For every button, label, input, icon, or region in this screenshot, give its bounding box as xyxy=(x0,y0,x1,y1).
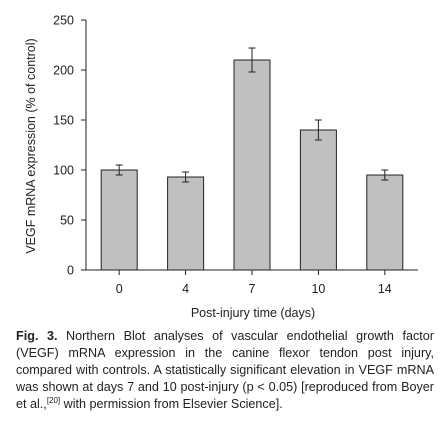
caption-text-2: with permission from Elsevier Science]. xyxy=(60,397,283,411)
figure-caption: Fig. 3. Northern Blot analyses of vascul… xyxy=(16,328,434,413)
x-tick-label: 7 xyxy=(249,282,256,296)
caption-text-1: Northern Blot analyses of vascular endot… xyxy=(16,329,434,411)
x-tick-label: 0 xyxy=(116,282,123,296)
bar-day-7 xyxy=(233,59,271,271)
bar-day-4 xyxy=(167,176,205,271)
bar-day-14 xyxy=(366,174,404,271)
x-tick-label: 4 xyxy=(182,282,189,296)
y-tick-label: 50 xyxy=(60,214,74,228)
bar-day-10 xyxy=(299,129,337,271)
x-axis-title: Post-injury time (days) xyxy=(191,306,315,320)
y-tick-label: 100 xyxy=(53,164,74,178)
error-bars xyxy=(115,47,389,183)
x-tick-label: 14 xyxy=(378,282,392,296)
citation-ref: [20] xyxy=(46,395,61,405)
y-axis-title: VEGF mRNA expression (% of control) xyxy=(24,38,38,253)
y-tick-label: 0 xyxy=(67,264,74,278)
figure-label: Fig. 3. xyxy=(16,329,58,343)
x-axis-ticks: 0 4 7 10 14 xyxy=(116,270,392,296)
bar-day-0 xyxy=(100,169,138,271)
y-tick-label: 150 xyxy=(53,114,74,128)
y-axis-ticks: 0 50 100 150 200 250 xyxy=(53,14,86,278)
vegf-bar-chart: 0 50 100 150 200 250 0 4 7 10 14 VEGF mRNA expres… xyxy=(24,14,418,320)
bars xyxy=(100,59,404,271)
x-tick-label: 10 xyxy=(311,282,325,296)
y-tick-label: 250 xyxy=(53,14,74,28)
y-tick-label: 200 xyxy=(53,64,74,78)
